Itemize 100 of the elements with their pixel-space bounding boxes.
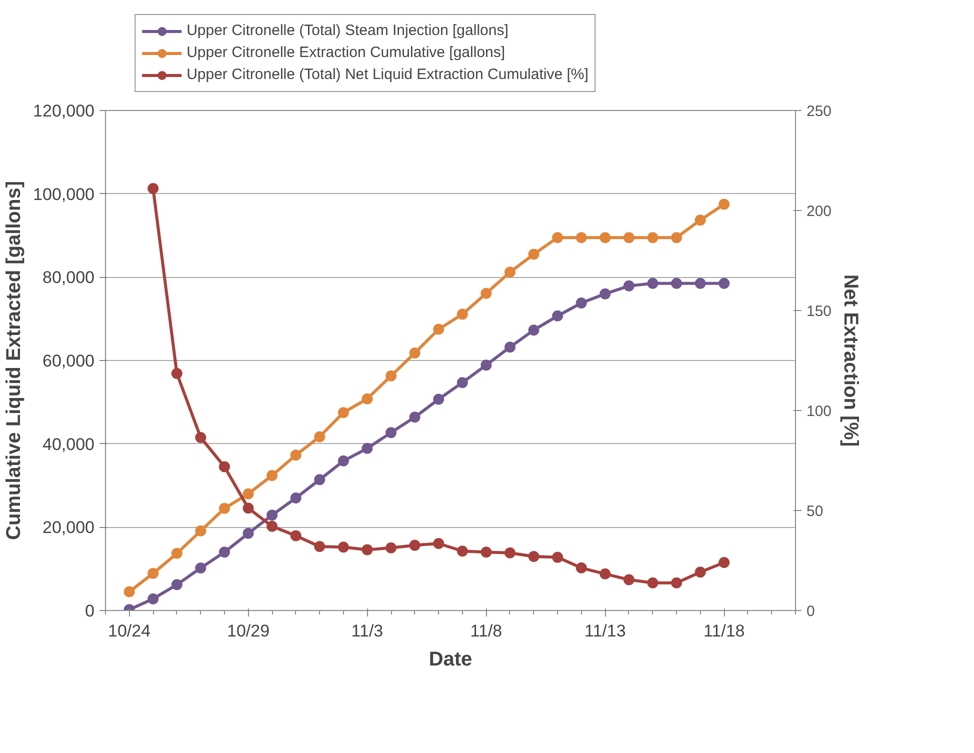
point <box>623 280 634 292</box>
point <box>456 308 468 320</box>
point <box>600 232 611 244</box>
point <box>314 474 326 486</box>
point <box>362 544 373 556</box>
point <box>480 546 492 558</box>
point <box>338 455 349 466</box>
y-tick-label: 20,000 <box>42 518 95 538</box>
point <box>148 568 159 579</box>
point <box>694 566 706 578</box>
point <box>528 248 540 260</box>
point <box>433 538 444 549</box>
y-tick-label: 60,000 <box>42 352 95 370</box>
point <box>242 488 254 500</box>
x-tick-label: 11/3 <box>351 622 384 640</box>
point <box>647 232 658 244</box>
point <box>338 407 349 418</box>
point <box>266 510 278 521</box>
x-tick-label: 11/13 <box>584 622 626 640</box>
x-tick-label: 11/8 <box>470 622 502 640</box>
point <box>218 461 230 472</box>
point <box>600 568 611 580</box>
point <box>600 288 611 300</box>
point <box>576 298 587 308</box>
point <box>148 593 159 604</box>
point <box>504 342 516 353</box>
point <box>528 324 540 336</box>
point <box>124 586 135 598</box>
y2-tick-label: 0 <box>806 603 815 620</box>
point <box>647 278 658 289</box>
point <box>386 370 397 382</box>
point <box>671 577 682 588</box>
point <box>671 232 682 244</box>
y2-tick-label: 150 <box>806 303 832 320</box>
point <box>718 278 730 289</box>
y-tick-label: 80,000 <box>42 268 95 288</box>
point <box>623 574 634 586</box>
point <box>718 198 730 210</box>
point <box>171 548 182 559</box>
point <box>552 232 564 244</box>
point <box>694 214 706 226</box>
y-tick-label: 120,000 <box>33 102 94 120</box>
point <box>242 528 254 539</box>
x-tick-label: 10/29 <box>226 622 270 640</box>
point <box>314 431 326 442</box>
point <box>386 542 397 554</box>
point <box>718 557 730 568</box>
point <box>266 470 278 481</box>
point <box>552 552 564 563</box>
y-tick-label: 40,000 <box>42 434 95 454</box>
legend-label: Upper Citronelle (Total) Steam Injection [gallons] <box>186 22 508 39</box>
point <box>266 520 278 532</box>
point <box>480 288 492 299</box>
point <box>171 579 182 590</box>
point <box>623 232 634 244</box>
point <box>671 278 682 289</box>
point <box>362 393 373 404</box>
x-axis-title: Date <box>428 648 472 670</box>
point <box>456 546 468 557</box>
point <box>290 450 302 461</box>
point <box>386 427 397 438</box>
y-tick-label: 0 <box>85 602 95 620</box>
point <box>290 492 302 504</box>
legend-label: Upper Citronelle Extraction Cumulative [gallons] <box>186 44 506 61</box>
point <box>647 577 658 588</box>
point <box>694 278 706 289</box>
legend-label: Upper Citronelle (Total) Net Liquid Extraction Cumulative [%] <box>186 66 588 83</box>
y2-tick-label: 50 <box>806 503 824 520</box>
point <box>195 562 206 574</box>
point <box>218 546 230 558</box>
x-tick-label: 10/24 <box>108 622 151 640</box>
x-tick-label: 11/18 <box>703 622 745 640</box>
y2-tick-label: 200 <box>806 203 832 220</box>
point <box>480 360 492 371</box>
point <box>409 412 420 423</box>
point <box>528 551 540 562</box>
point <box>195 525 206 536</box>
y2-axis-title: Net Extraction [%] <box>840 274 862 447</box>
point <box>195 432 206 443</box>
point <box>362 442 373 454</box>
y-axis-title: Cumulative Liquid Extracted [gallons] <box>3 181 26 540</box>
point <box>218 502 230 514</box>
point <box>504 266 516 278</box>
point <box>290 530 302 542</box>
point <box>552 310 564 322</box>
point <box>576 562 587 574</box>
point <box>456 377 468 388</box>
point <box>148 183 159 194</box>
point <box>242 502 254 514</box>
point <box>171 368 182 379</box>
point <box>409 540 420 551</box>
y-tick-label: 100,000 <box>33 184 94 204</box>
point <box>433 324 444 335</box>
point <box>409 348 420 358</box>
y2-tick-label: 100 <box>806 403 832 420</box>
point <box>576 232 587 244</box>
point <box>338 542 349 553</box>
point <box>314 541 326 552</box>
point <box>504 547 516 558</box>
point <box>433 394 444 405</box>
